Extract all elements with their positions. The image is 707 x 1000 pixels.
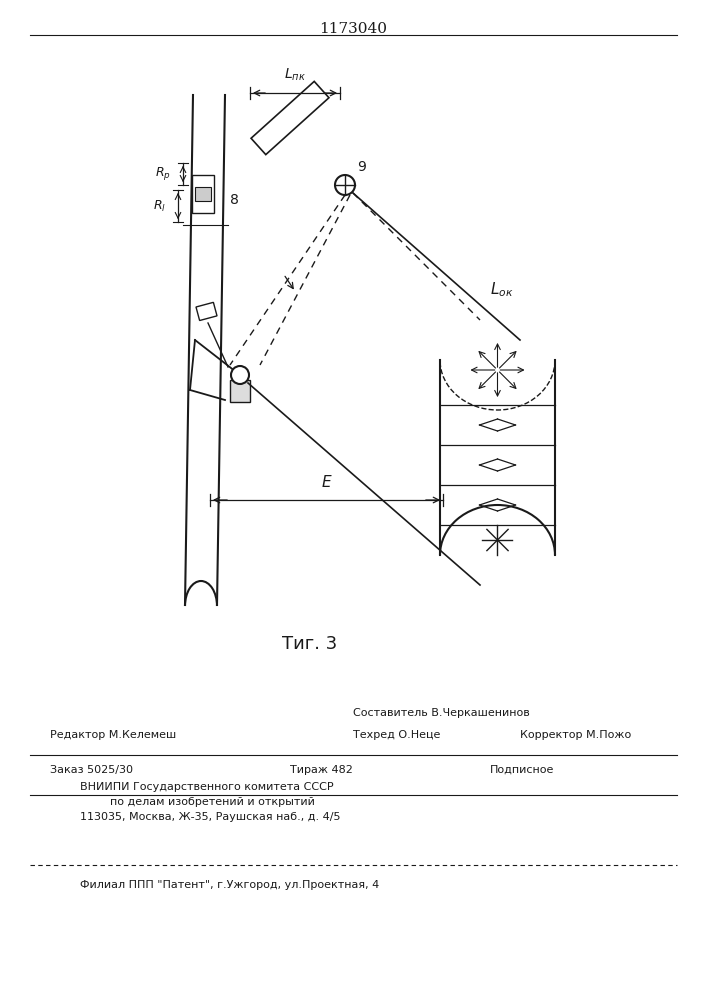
Text: Заказ 5025/30: Заказ 5025/30 <box>50 765 133 775</box>
Bar <box>196 302 217 321</box>
Text: Подписное: Подписное <box>490 765 554 775</box>
Text: Корректор М.Пожо: Корректор М.Пожо <box>520 730 631 740</box>
Text: ВНИИПИ Государственного комитета СССР: ВНИИПИ Государственного комитета СССР <box>80 782 334 792</box>
Text: 9: 9 <box>357 160 366 174</box>
Text: Τиг. 3: Τиг. 3 <box>282 635 338 653</box>
Circle shape <box>335 175 355 195</box>
Text: 1173040: 1173040 <box>319 22 387 36</box>
Bar <box>230 380 250 402</box>
Text: $R_l$: $R_l$ <box>153 198 166 214</box>
Text: $R_р$: $R_р$ <box>155 165 171 182</box>
Text: 113035, Москва, Ж-35, Раушская наб., д. 4/5: 113035, Москва, Ж-35, Раушская наб., д. … <box>80 812 341 822</box>
Text: Редактор М.Келемеш: Редактор М.Келемеш <box>50 730 176 740</box>
Bar <box>195 187 211 201</box>
Text: Тираж 482: Тираж 482 <box>290 765 353 775</box>
Text: по делам изобретений и открытий: по делам изобретений и открытий <box>110 797 315 807</box>
Text: 8: 8 <box>230 193 239 207</box>
Text: $L_{ок}$: $L_{ок}$ <box>490 281 513 299</box>
Bar <box>192 175 214 213</box>
Text: Техред О.Неце: Техред О.Неце <box>353 730 440 740</box>
Text: $L_{пк}$: $L_{пк}$ <box>284 67 306 83</box>
Text: Филиал ППП "Патент", г.Ужгород, ул.Проектная, 4: Филиал ППП "Патент", г.Ужгород, ул.Проек… <box>80 880 379 890</box>
Circle shape <box>231 366 249 384</box>
Text: Составитель В.Черкашенинов: Составитель В.Черкашенинов <box>353 708 530 718</box>
Text: E: E <box>322 475 332 490</box>
